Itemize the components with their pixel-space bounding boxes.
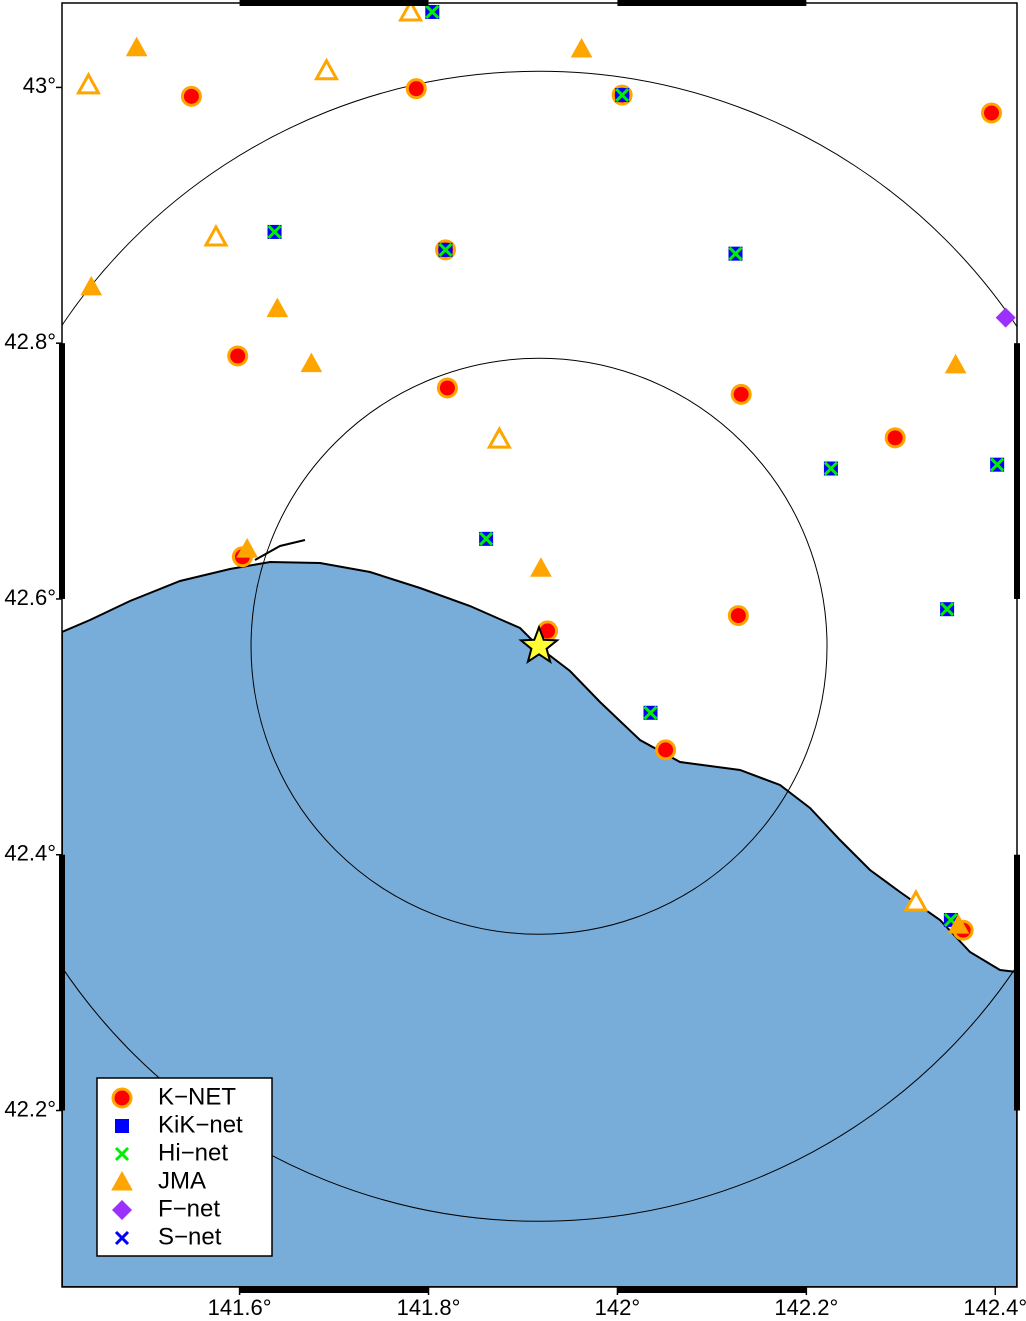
y-tick-label: 42.2° [4, 1096, 56, 1121]
frame: 141.6° 141.8° 142° 142.2° 142.4° 42.2° 42.4° 42… [4, 0, 1026, 1320]
station-jma [570, 38, 593, 58]
x-tick-label: 142.2° [774, 1295, 838, 1320]
frame-bar [59, 854, 65, 1111]
station-knet [980, 102, 1002, 124]
legend-label: JMA [158, 1167, 206, 1194]
station-jma [80, 275, 103, 296]
epicenter [518, 624, 560, 665]
x-tick-label: 142.4° [963, 1295, 1026, 1320]
station-cross [940, 602, 955, 617]
stations [75, 3, 1016, 941]
frame-bar [1014, 343, 1020, 599]
frame-bar [239, 1287, 429, 1293]
station-knet [111, 1087, 133, 1109]
station-jma [530, 557, 552, 577]
map-area [62, 3, 1017, 1287]
station-jma [300, 352, 323, 373]
station-knet [227, 345, 249, 367]
legend-label: S−net [158, 1223, 222, 1250]
y-tick-label: 42.8° [4, 329, 56, 354]
station-knet [655, 739, 677, 761]
y-tick-label: 43° [23, 73, 56, 98]
frame-bar [239, 0, 429, 6]
station-cross [114, 1230, 130, 1246]
station-jma [236, 538, 258, 558]
legend-label: F−net [158, 1195, 220, 1222]
station-cross [990, 457, 1005, 472]
station-cross [438, 242, 453, 257]
station-jma [313, 57, 340, 81]
frame-bar [617, 1287, 807, 1293]
station-cross [267, 224, 282, 239]
station-jma [111, 1170, 133, 1191]
frame-bar [59, 343, 65, 599]
distance-ring [62, 70, 1017, 1222]
y-tick-label: 42.4° [4, 841, 56, 866]
distance-rings [62, 70, 1017, 1222]
legend-label: KiK−net [158, 1111, 243, 1138]
station-kik [115, 1119, 129, 1133]
station-jma [266, 297, 289, 318]
station-jma [947, 914, 970, 934]
legend-label: Hi−net [158, 1139, 228, 1166]
station-jma [944, 353, 967, 374]
station-jma [903, 888, 929, 912]
x-tick-label: 141.8° [397, 1295, 461, 1320]
frame-border [61, 2, 1018, 1288]
station-knet [730, 383, 752, 405]
station-knet [884, 427, 906, 449]
distance-ring [250, 357, 828, 935]
coast-pier [254, 539, 306, 561]
station-cross [728, 246, 743, 261]
station-jma [203, 223, 229, 247]
station-knet [405, 78, 427, 100]
station-jma [486, 426, 512, 449]
frame-bar [617, 0, 807, 6]
station-cross [425, 4, 440, 20]
station-cross [823, 461, 838, 476]
station-fnet [112, 1200, 132, 1220]
station-cross [479, 531, 494, 546]
frame-bar [1014, 854, 1020, 1111]
station-fnet [995, 307, 1016, 328]
y-tick-label: 42.6° [4, 585, 56, 610]
station-jma [398, 3, 424, 22]
x-tick-label: 141.6° [208, 1295, 272, 1320]
legend-label: K−NET [158, 1083, 236, 1110]
station-cross [643, 705, 658, 720]
station-knet [727, 605, 749, 627]
station-cross [615, 88, 630, 103]
legend-box [96, 1077, 273, 1257]
legend [96, 1077, 273, 1257]
station-cross [114, 1146, 130, 1162]
station-knet [180, 85, 202, 107]
station-jma [125, 36, 148, 57]
station-jma [75, 71, 101, 95]
station-knet [436, 377, 458, 399]
sea [62, 560, 1017, 1287]
x-tick-label: 142° [595, 1295, 641, 1320]
